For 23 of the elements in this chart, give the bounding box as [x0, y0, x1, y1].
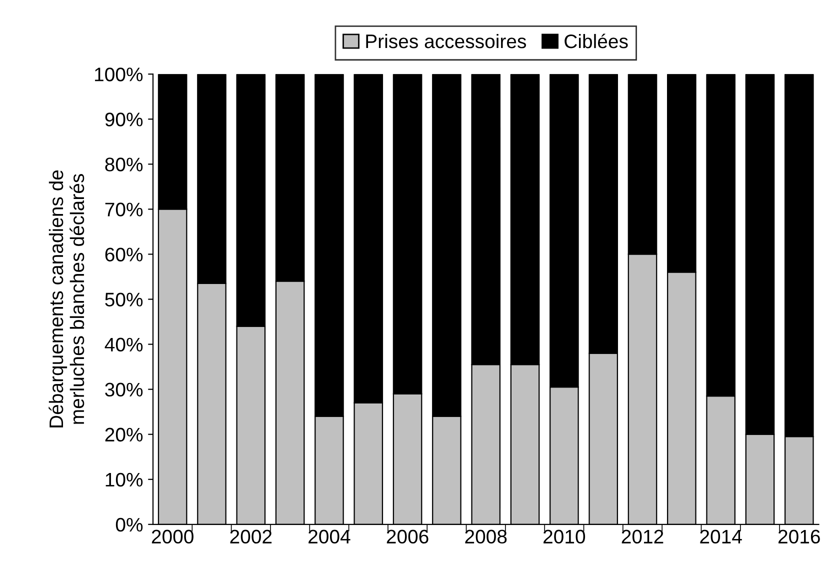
y-tick-label: 30%	[105, 382, 143, 397]
y-tick-label: 10%	[106, 472, 143, 487]
y-tick-label: 0%	[116, 518, 143, 532]
x-tick-label: 2016	[778, 530, 820, 544]
y-tick-label: 40%	[104, 338, 143, 352]
legend-label: Prises accessoires	[366, 34, 526, 48]
y-tick-label: 100%	[95, 68, 143, 82]
legend-label: Ciblées	[564, 34, 628, 48]
x-tick-label: 2006	[386, 530, 428, 544]
y-tick-label: 80%	[105, 158, 143, 172]
x-tick-label: 2002	[230, 530, 272, 544]
y-tick-label: 60%	[105, 248, 143, 262]
x-tick-label: 2012	[622, 530, 664, 544]
y-axis-title: Débarquements canadiens de merluches blanches déclarés	[48, 170, 84, 428]
x-tick-label: 2000	[152, 530, 194, 544]
y-tick-label: 50%	[105, 292, 143, 306]
x-tick-label: 2010	[544, 530, 586, 544]
x-tick-label: 2004	[308, 530, 350, 544]
y-tick-label: 90%	[105, 112, 143, 126]
y-tick-label: 20%	[105, 428, 143, 442]
x-tick-label: 2008	[465, 530, 507, 544]
x-tick-label: 2014	[700, 530, 742, 544]
y-tick-label: 70%	[105, 202, 143, 216]
